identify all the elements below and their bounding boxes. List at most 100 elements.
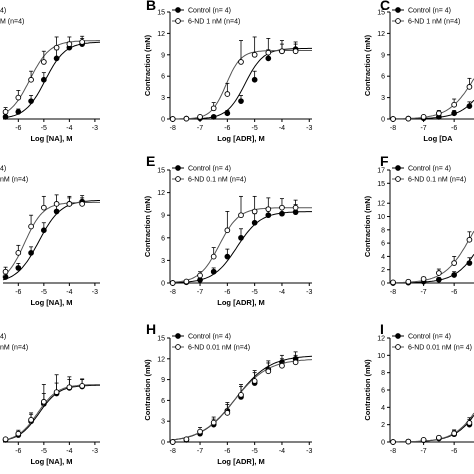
data-point-treated <box>53 201 60 207</box>
x-tick-label: -8 <box>390 289 396 296</box>
data-point-treated <box>40 204 47 211</box>
y-tick-label: 3 <box>161 95 165 102</box>
x-tick-label: -7 <box>197 289 203 296</box>
data-point-treated <box>420 114 427 120</box>
y-tick-label: 15 <box>377 181 385 188</box>
y-tick-label: 10 <box>377 214 385 221</box>
y-tick-label: 8 <box>381 227 385 234</box>
data-point-treated <box>210 105 217 112</box>
panel-letter: E <box>146 153 155 169</box>
x-tick-label: -4 <box>66 125 72 132</box>
data-point-control <box>53 208 60 215</box>
data-point-treated <box>390 116 396 122</box>
data-point-treated <box>251 51 258 58</box>
panel-I: I 0 2 4 6 8 10 12 -8 -7 -6 Contraction (mN) Control … <box>363 321 474 455</box>
y-tick-label: 9 <box>161 213 165 220</box>
data-point-treated <box>405 278 412 285</box>
data-point-treated <box>79 39 85 45</box>
legend-label: 6-ND 1 nM (n=4) <box>188 19 240 26</box>
data-point-treated <box>436 110 442 117</box>
data-point-treated <box>292 204 299 211</box>
y-tick-label: 0 <box>381 281 385 288</box>
panel-G: -6 -5 -4 -3 Log [NA], M 4) nM (n=4) <box>0 334 100 466</box>
data-point-control <box>265 55 272 62</box>
fit-curve-treated <box>390 78 474 120</box>
data-point-treated <box>15 250 22 256</box>
y-tick-label: 6 <box>381 241 385 248</box>
x-tick-label: -7 <box>420 125 426 132</box>
data-point-control <box>15 109 22 115</box>
data-point-treated <box>53 389 60 395</box>
legend-label: 6-ND 0.01 nM (n=4) <box>188 345 250 352</box>
x-tick-label: -5 <box>252 289 258 296</box>
data-point-treated <box>66 384 73 391</box>
panel-A: -6 -5 -4 -3 Log [NA], M 4) M (n=4) <box>0 8 100 143</box>
legend: Control (n= 4) 6-ND 1 nM (n=4) <box>172 7 240 26</box>
data-point-treated <box>265 368 272 375</box>
x-tick-label: -6 <box>451 125 457 132</box>
x-tick-label: -6 <box>15 125 21 132</box>
fit-curve-control <box>170 47 312 120</box>
legend-marker <box>175 18 181 24</box>
data-point-treated <box>405 115 412 122</box>
y-tick-label: 0 <box>161 281 165 288</box>
panel-D: -6 -5 -4 -3 Log [NA], M 4) nM (n=4) <box>0 166 100 307</box>
data-point-control <box>466 260 473 266</box>
x-tick-label: -5 <box>41 289 47 296</box>
y-tick-label: 3 <box>161 419 165 426</box>
data-point-control <box>224 253 231 260</box>
data-point-treated <box>79 201 85 207</box>
data-point-control <box>265 212 272 219</box>
fit-curve-treated <box>169 359 313 441</box>
data-point-treated <box>224 91 231 97</box>
legend-marker <box>175 165 181 171</box>
y-axis-title: Contraction (mN) <box>143 34 152 96</box>
data-point-treated <box>451 101 457 108</box>
legend-marker <box>395 7 401 13</box>
panel-H: H 0 3 6 9 12 15 -8 -7 -6 -5 -4 -3 Log [ADR], M Contrac… <box>143 321 312 466</box>
y-tick-label: 15 <box>157 168 165 175</box>
x-tick-label: -4 <box>279 289 285 296</box>
fit-curve-treated <box>2 40 100 115</box>
legend: Control (n= 4) 6-ND 0.1 nM (n=4) <box>172 165 246 184</box>
data-point-treated <box>405 438 412 445</box>
data-point-treated <box>197 428 203 435</box>
data-point-treated <box>420 276 427 282</box>
data-point-treated <box>15 94 22 101</box>
data-point-treated <box>224 227 231 234</box>
x-tick-label: -4 <box>66 448 72 455</box>
x-tick-label: -8 <box>390 448 396 455</box>
x-tick-label: -4 <box>279 448 285 455</box>
x-axis-title: Log [NA], M <box>30 457 72 466</box>
y-tick-label: 12 <box>377 31 385 38</box>
panel-C: C 0 3 6 9 12 15 -8 -7 -6 Log [DA Contraction (mN) Co… <box>363 0 474 143</box>
data-point-control <box>40 76 47 83</box>
y-tick-label: 12 <box>157 356 165 363</box>
y-tick-label: 6 <box>161 74 165 81</box>
y-tick-label: 2 <box>381 267 385 274</box>
data-point-treated <box>436 270 442 276</box>
y-tick-label: 9 <box>381 52 385 59</box>
y-tick-label: 6 <box>381 74 385 81</box>
x-tick-label: -8 <box>170 289 176 296</box>
data-point-treated <box>279 48 285 55</box>
legend: Control (n= 4) 6-ND 0.01 nM (n= 4) <box>392 333 472 352</box>
y-axis-title: Contraction (mN) <box>363 359 372 421</box>
data-point-treated <box>2 436 9 443</box>
x-tick-label: -3 <box>306 448 312 455</box>
data-point-treated <box>420 436 427 443</box>
legend-marker <box>395 333 401 339</box>
data-point-control <box>251 76 258 83</box>
x-tick-label: -4 <box>279 125 285 132</box>
x-tick-label: -6 <box>224 448 230 455</box>
legend-marker <box>395 18 401 24</box>
y-tick-label: 4 <box>381 405 385 412</box>
legend-label: Control (n= 4) <box>408 8 451 15</box>
x-axis-title: Log [NA], M <box>30 298 72 307</box>
fit-curve-treated <box>169 207 312 283</box>
legend-label: 6-ND 0.1 nM (n=4) <box>188 177 246 184</box>
y-tick-label: 17 <box>377 168 385 175</box>
y-tick-label: 9 <box>161 377 165 384</box>
data-point-treated <box>183 278 190 285</box>
legend-marker <box>395 176 401 182</box>
